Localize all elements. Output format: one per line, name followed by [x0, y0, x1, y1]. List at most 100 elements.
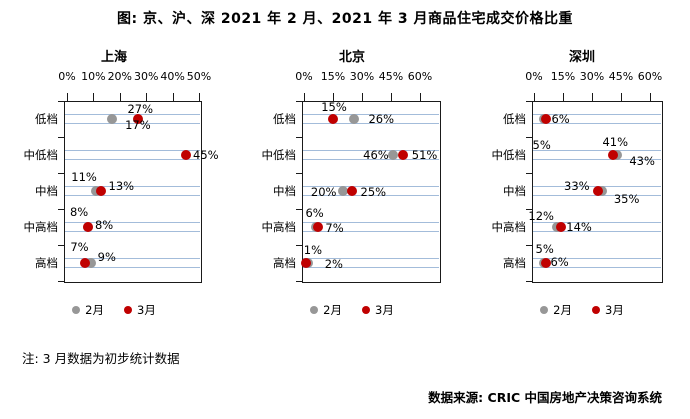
- y-axis-tick-mark: [58, 281, 64, 282]
- x-axis-tick-label: 45%: [378, 70, 404, 83]
- x-axis-tick-mark: [119, 93, 121, 101]
- legend-item-mar: 3月: [592, 302, 624, 318]
- y-axis-tick-mark: [296, 173, 302, 174]
- data-point-feb-cat1: [387, 150, 398, 160]
- gridline: [65, 159, 200, 160]
- legend-marker-mar-icon: [592, 306, 600, 314]
- data-point-feb-cat2: [91, 186, 102, 196]
- category-label: 中档: [35, 184, 58, 198]
- x-axis-tick-mark: [67, 93, 68, 101]
- point-label-feb-cat0: 17%: [125, 118, 151, 132]
- data-point-mar-cat0: [327, 114, 338, 124]
- data-point-mar-cat4: [300, 258, 311, 268]
- y-axis-tick-mark: [526, 281, 532, 282]
- x-axis-tick-label: 30%: [579, 70, 605, 83]
- category-label: 中低档: [23, 148, 59, 162]
- y-axis-tick-mark: [296, 101, 302, 102]
- x-axis-tick-label: 0%: [58, 70, 76, 83]
- x-axis-tick-label: 20%: [107, 70, 133, 83]
- data-point-mar-cat3: [83, 222, 94, 232]
- point-label-feb-cat0: 5%: [532, 138, 551, 152]
- data-point-feb-cat0: [106, 114, 117, 124]
- y-axis-tick-mark: [296, 245, 302, 246]
- point-label-mar-cat2: 25%: [360, 185, 387, 199]
- x-axis-tick-mark: [304, 93, 305, 101]
- point-label-mar-cat0: 6%: [551, 112, 570, 126]
- legend-item-feb: 2月: [310, 302, 342, 318]
- legend-label-mar: 3月: [375, 303, 394, 317]
- point-label-feb-cat2: 35%: [613, 192, 640, 206]
- plot-area-beijing: [302, 101, 441, 283]
- legend-label-feb: 2月: [323, 303, 342, 317]
- data-point-mar-cat2: [592, 186, 603, 196]
- x-axis-tick-mark: [146, 93, 148, 101]
- category-label: 低档: [273, 112, 296, 126]
- legend-marker-feb-icon: [72, 306, 81, 314]
- x-axis-tick-label: 50%: [186, 70, 212, 83]
- y-axis-tick-mark: [526, 173, 532, 174]
- gridline: [65, 195, 200, 196]
- legend-label-feb: 2月: [553, 303, 572, 317]
- point-label-mar-cat4: 7%: [70, 240, 89, 254]
- gridline: [533, 267, 661, 268]
- x-axis-tick-mark: [534, 93, 535, 101]
- data-point-feb-cat4: [85, 258, 96, 268]
- gridline: [533, 114, 661, 115]
- data-point-mar-cat2: [347, 186, 358, 196]
- y-axis-tick-mark: [58, 245, 64, 246]
- point-label-mar-cat0: 27%: [127, 102, 154, 116]
- data-point-mar-cat1: [608, 150, 619, 160]
- point-label-feb-cat4: 9%: [97, 250, 116, 264]
- point-label-mar-cat2: 13%: [108, 179, 135, 193]
- legend-shenzhen: 2月 3月: [482, 302, 682, 318]
- chart-panel-beijing: 北京 0% 15% 30% 45% 60% 低档 中低档 中档 中高档 高档 15% 26% 46% 51%…: [252, 40, 472, 325]
- gridline: [533, 231, 661, 232]
- legend-item-mar: 3月: [124, 302, 156, 318]
- legend-item-mar: 3月: [362, 302, 394, 318]
- y-axis-tick-mark: [526, 245, 532, 246]
- legend-item-feb: 2月: [540, 302, 572, 318]
- gridline: [303, 159, 439, 160]
- point-label-mar-cat3: 14%: [566, 220, 592, 234]
- point-label-feb-cat0: 26%: [368, 112, 395, 126]
- x-axis-tick-label: 0%: [295, 70, 313, 83]
- gridline: [303, 267, 439, 268]
- legend-marker-feb-icon: [540, 306, 549, 314]
- point-label-feb-cat2: 20%: [310, 185, 337, 199]
- category-label: 低档: [503, 112, 526, 126]
- gridline: [65, 114, 200, 115]
- point-label-mar-cat3: 7%: [325, 221, 344, 235]
- gridline: [533, 258, 661, 259]
- gridline: [303, 150, 439, 151]
- data-point-mar-cat0: [133, 114, 144, 124]
- point-label-feb-cat1: 46%: [363, 148, 389, 162]
- point-label-mar-cat1: 51%: [411, 148, 438, 162]
- y-axis-tick-mark: [296, 137, 302, 138]
- data-point-mar-cat1: [397, 150, 408, 160]
- gridline: [303, 231, 439, 232]
- point-label-mar-cat4: 1%: [303, 243, 323, 257]
- category-label: 中低档: [491, 148, 527, 162]
- point-label-mar-cat0: 15%: [321, 100, 347, 114]
- category-label: 中高档: [23, 220, 59, 234]
- x-axis-tick-label: 0%: [525, 70, 543, 83]
- chart-title-shenzhen: 深圳: [568, 50, 595, 65]
- plot-area-shanghai: [64, 101, 202, 283]
- point-label-feb-cat1: 43%: [629, 154, 655, 168]
- x-axis-tick-mark: [361, 93, 363, 101]
- category-label: 低档: [35, 112, 58, 126]
- gridline: [65, 258, 200, 259]
- x-axis-tick-mark: [93, 93, 95, 101]
- x-axis-tick-label: 45%: [608, 70, 634, 83]
- legend-label-mar: 3月: [605, 303, 624, 317]
- legend-label-feb: 2月: [85, 303, 104, 317]
- gridline: [303, 114, 439, 115]
- x-axis-tick-mark: [419, 93, 421, 101]
- figure-title: 图: 京、沪、深 2021 年 2 月、2021 年 3 月商品住宅成交价格比重: [116, 11, 573, 27]
- gridline: [303, 123, 439, 124]
- x-axis-tick-mark: [172, 93, 174, 101]
- legend-beijing: 2月 3月: [252, 302, 452, 318]
- x-axis-tick-label: 60%: [407, 70, 433, 83]
- gridline: [65, 231, 200, 232]
